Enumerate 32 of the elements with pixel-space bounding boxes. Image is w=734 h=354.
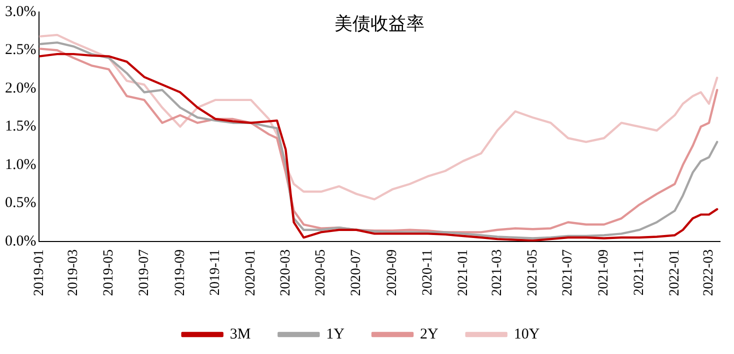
y-tick-label: 1.5%: [4, 118, 36, 135]
x-tick-label: 2021-05: [525, 249, 540, 296]
legend-label: 10Y: [514, 326, 540, 342]
y-tick-label: 0.5%: [4, 195, 36, 212]
x-tick-label: 2022-03: [702, 249, 717, 296]
legend-label: 1Y: [326, 326, 345, 342]
x-tick-label: 2021-09: [596, 249, 612, 296]
x-tick-label: 2021-07: [560, 249, 576, 296]
x-tick-label: 2019-11: [208, 249, 224, 296]
x-tick-label: 2019-01: [32, 249, 47, 296]
chart-title: 美债收益率: [334, 14, 425, 34]
x-tick-label: 2019-07: [136, 249, 152, 296]
x-tick-label: 2020-09: [385, 249, 400, 296]
x-tick-label: 2020-07: [349, 249, 364, 296]
x-tick-label: 2019-03: [66, 249, 82, 296]
x-tick-label: 2021-11: [632, 249, 648, 296]
y-tick-label: 1.0%: [4, 156, 36, 173]
x-tick-label: 2020-11: [420, 249, 436, 296]
x-tick-label: 2020-05: [314, 249, 329, 296]
x-tick-label: 2019-05: [102, 249, 116, 296]
x-tick-label: 2022-01: [667, 249, 682, 296]
x-tick-label: 2021-03: [490, 249, 506, 296]
y-tick-label: 3.0%: [4, 4, 36, 20]
x-tick-label: 2019-09: [172, 249, 188, 296]
x-tick-label: 2020-03: [278, 249, 294, 296]
x-tick-label: 2021-01: [456, 249, 471, 296]
y-tick-label: 0.0%: [4, 233, 36, 250]
legend-label: 3M: [230, 326, 251, 342]
x-tick-label: 2020-01: [244, 249, 259, 296]
legend-label: 2Y: [420, 326, 438, 342]
y-tick-label: 2.0%: [4, 80, 36, 96]
y-tick-label: 2.5%: [4, 42, 36, 58]
